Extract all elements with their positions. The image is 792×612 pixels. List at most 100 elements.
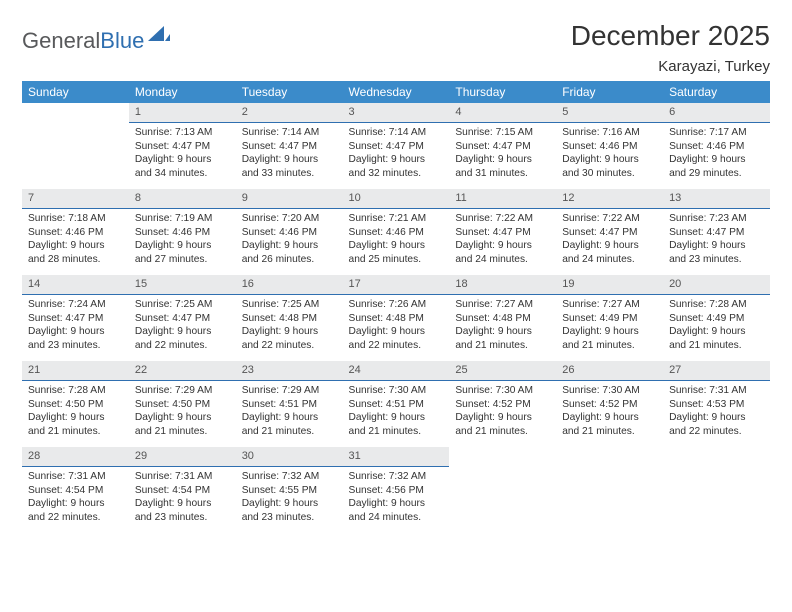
calendar-day-cell: 4Sunrise: 7:15 AMSunset: 4:47 PMDaylight… bbox=[449, 103, 556, 189]
calendar-week-row: 21Sunrise: 7:28 AMSunset: 4:50 PMDayligh… bbox=[22, 361, 770, 447]
calendar-day-cell: 13Sunrise: 7:23 AMSunset: 4:47 PMDayligh… bbox=[663, 189, 770, 275]
calendar-day-cell: 17Sunrise: 7:26 AMSunset: 4:48 PMDayligh… bbox=[343, 275, 450, 361]
calendar-table: SundayMondayTuesdayWednesdayThursdayFrid… bbox=[22, 81, 770, 533]
day-number: 28 bbox=[22, 447, 129, 467]
sunrise-line: Sunrise: 7:27 AM bbox=[455, 298, 550, 312]
day-number: 2 bbox=[236, 103, 343, 123]
sunrise-line: Sunrise: 7:31 AM bbox=[28, 470, 123, 484]
calendar-day-cell: . bbox=[663, 447, 770, 533]
sunset-line: Sunset: 4:50 PM bbox=[28, 398, 123, 412]
calendar-day-cell: 6Sunrise: 7:17 AMSunset: 4:46 PMDaylight… bbox=[663, 103, 770, 189]
sunset-line: Sunset: 4:47 PM bbox=[349, 140, 444, 154]
day-body: Sunrise: 7:20 AMSunset: 4:46 PMDaylight:… bbox=[236, 209, 343, 269]
day-number: 7 bbox=[22, 189, 129, 209]
day-body: Sunrise: 7:18 AMSunset: 4:46 PMDaylight:… bbox=[22, 209, 129, 269]
calendar-day-cell: 9Sunrise: 7:20 AMSunset: 4:46 PMDaylight… bbox=[236, 189, 343, 275]
sunrise-line: Sunrise: 7:16 AM bbox=[562, 126, 657, 140]
sunrise-line: Sunrise: 7:20 AM bbox=[242, 212, 337, 226]
calendar-day-cell: 14Sunrise: 7:24 AMSunset: 4:47 PMDayligh… bbox=[22, 275, 129, 361]
weekday-header: Thursday bbox=[449, 81, 556, 103]
calendar-head: SundayMondayTuesdayWednesdayThursdayFrid… bbox=[22, 81, 770, 103]
sunrise-line: Sunrise: 7:29 AM bbox=[135, 384, 230, 398]
weekday-header: Friday bbox=[556, 81, 663, 103]
daylight-line: Daylight: 9 hours and 34 minutes. bbox=[135, 153, 230, 181]
sunset-line: Sunset: 4:46 PM bbox=[242, 226, 337, 240]
sunset-line: Sunset: 4:54 PM bbox=[135, 484, 230, 498]
sunrise-line: Sunrise: 7:22 AM bbox=[455, 212, 550, 226]
calendar-page: GeneralBlue December 2025 Karayazi, Turk… bbox=[0, 0, 792, 553]
day-number: 6 bbox=[663, 103, 770, 123]
day-body: Sunrise: 7:30 AMSunset: 4:52 PMDaylight:… bbox=[556, 381, 663, 441]
day-number: 21 bbox=[22, 361, 129, 381]
sunset-line: Sunset: 4:47 PM bbox=[242, 140, 337, 154]
sunrise-line: Sunrise: 7:31 AM bbox=[135, 470, 230, 484]
sunrise-line: Sunrise: 7:27 AM bbox=[562, 298, 657, 312]
sunset-line: Sunset: 4:52 PM bbox=[455, 398, 550, 412]
daylight-line: Daylight: 9 hours and 22 minutes. bbox=[669, 411, 764, 439]
daylight-line: Daylight: 9 hours and 21 minutes. bbox=[455, 325, 550, 353]
sunrise-line: Sunrise: 7:23 AM bbox=[669, 212, 764, 226]
day-body: Sunrise: 7:25 AMSunset: 4:48 PMDaylight:… bbox=[236, 295, 343, 355]
daylight-line: Daylight: 9 hours and 21 minutes. bbox=[28, 411, 123, 439]
daylight-line: Daylight: 9 hours and 21 minutes. bbox=[562, 325, 657, 353]
sunset-line: Sunset: 4:52 PM bbox=[562, 398, 657, 412]
day-number: 5 bbox=[556, 103, 663, 123]
calendar-day-cell: 3Sunrise: 7:14 AMSunset: 4:47 PMDaylight… bbox=[343, 103, 450, 189]
day-number: 1 bbox=[129, 103, 236, 123]
weekday-header: Sunday bbox=[22, 81, 129, 103]
day-body: Sunrise: 7:28 AMSunset: 4:50 PMDaylight:… bbox=[22, 381, 129, 441]
location-subtitle: Karayazi, Turkey bbox=[571, 58, 770, 75]
sunset-line: Sunset: 4:46 PM bbox=[135, 226, 230, 240]
daylight-line: Daylight: 9 hours and 24 minutes. bbox=[349, 497, 444, 525]
daylight-line: Daylight: 9 hours and 31 minutes. bbox=[455, 153, 550, 181]
day-body: Sunrise: 7:32 AMSunset: 4:55 PMDaylight:… bbox=[236, 467, 343, 527]
daylight-line: Daylight: 9 hours and 24 minutes. bbox=[562, 239, 657, 267]
day-body: Sunrise: 7:17 AMSunset: 4:46 PMDaylight:… bbox=[663, 123, 770, 183]
calendar-week-row: 7Sunrise: 7:18 AMSunset: 4:46 PMDaylight… bbox=[22, 189, 770, 275]
header: GeneralBlue December 2025 Karayazi, Turk… bbox=[22, 20, 770, 75]
calendar-day-cell: 19Sunrise: 7:27 AMSunset: 4:49 PMDayligh… bbox=[556, 275, 663, 361]
calendar-day-cell: 18Sunrise: 7:27 AMSunset: 4:48 PMDayligh… bbox=[449, 275, 556, 361]
calendar-day-cell: 29Sunrise: 7:31 AMSunset: 4:54 PMDayligh… bbox=[129, 447, 236, 533]
sunset-line: Sunset: 4:46 PM bbox=[669, 140, 764, 154]
calendar-day-cell: 28Sunrise: 7:31 AMSunset: 4:54 PMDayligh… bbox=[22, 447, 129, 533]
sunrise-line: Sunrise: 7:13 AM bbox=[135, 126, 230, 140]
sunset-line: Sunset: 4:46 PM bbox=[562, 140, 657, 154]
sunrise-line: Sunrise: 7:14 AM bbox=[349, 126, 444, 140]
day-number: 25 bbox=[449, 361, 556, 381]
daylight-line: Daylight: 9 hours and 28 minutes. bbox=[28, 239, 123, 267]
day-body: Sunrise: 7:16 AMSunset: 4:46 PMDaylight:… bbox=[556, 123, 663, 183]
sunrise-line: Sunrise: 7:30 AM bbox=[349, 384, 444, 398]
day-body: Sunrise: 7:29 AMSunset: 4:50 PMDaylight:… bbox=[129, 381, 236, 441]
day-number: 30 bbox=[236, 447, 343, 467]
day-body: Sunrise: 7:31 AMSunset: 4:54 PMDaylight:… bbox=[129, 467, 236, 527]
calendar-day-cell: 20Sunrise: 7:28 AMSunset: 4:49 PMDayligh… bbox=[663, 275, 770, 361]
calendar-week-row: .1 Sunrise: 7:13 AM Sunset: 4:47 PM Dayligh… bbox=[22, 103, 770, 189]
day-body: Sunrise: 7:27 AMSunset: 4:48 PMDaylight:… bbox=[449, 295, 556, 355]
sunrise-line: Sunrise: 7:24 AM bbox=[28, 298, 123, 312]
day-body: Sunrise: 7:31 AMSunset: 4:54 PMDaylight:… bbox=[22, 467, 129, 527]
day-body: Sunrise: 7:21 AMSunset: 4:46 PMDaylight:… bbox=[343, 209, 450, 269]
sunrise-line: Sunrise: 7:21 AM bbox=[349, 212, 444, 226]
daylight-line: Daylight: 9 hours and 22 minutes. bbox=[349, 325, 444, 353]
sunset-line: Sunset: 4:48 PM bbox=[349, 312, 444, 326]
calendar-day-cell: 26Sunrise: 7:30 AMSunset: 4:52 PMDayligh… bbox=[556, 361, 663, 447]
weekday-header: Wednesday bbox=[343, 81, 450, 103]
calendar-day-cell: . bbox=[22, 103, 129, 189]
sunrise-line: Sunrise: 7:28 AM bbox=[28, 384, 123, 398]
day-body: Sunrise: 7:25 AMSunset: 4:47 PMDaylight:… bbox=[129, 295, 236, 355]
calendar-day-cell: 31Sunrise: 7:32 AMSunset: 4:56 PMDayligh… bbox=[343, 447, 450, 533]
day-number: 22 bbox=[129, 361, 236, 381]
day-number: 14 bbox=[22, 275, 129, 295]
day-number: 13 bbox=[663, 189, 770, 209]
day-body: Sunrise: 7:22 AMSunset: 4:47 PMDaylight:… bbox=[556, 209, 663, 269]
sunrise-line: Sunrise: 7:30 AM bbox=[455, 384, 550, 398]
calendar-day-cell: 1Sunrise: 7:13 AMSunset: 4:47 PMDaylight… bbox=[129, 103, 236, 189]
sunset-line: Sunset: 4:48 PM bbox=[242, 312, 337, 326]
calendar-day-cell: 16Sunrise: 7:25 AMSunset: 4:48 PMDayligh… bbox=[236, 275, 343, 361]
page-title: December 2025 bbox=[571, 20, 770, 52]
sunset-line: Sunset: 4:47 PM bbox=[562, 226, 657, 240]
daylight-line: Daylight: 9 hours and 29 minutes. bbox=[669, 153, 764, 181]
day-body: Sunrise: 7:24 AMSunset: 4:47 PMDaylight:… bbox=[22, 295, 129, 355]
daylight-line: Daylight: 9 hours and 21 minutes. bbox=[242, 411, 337, 439]
